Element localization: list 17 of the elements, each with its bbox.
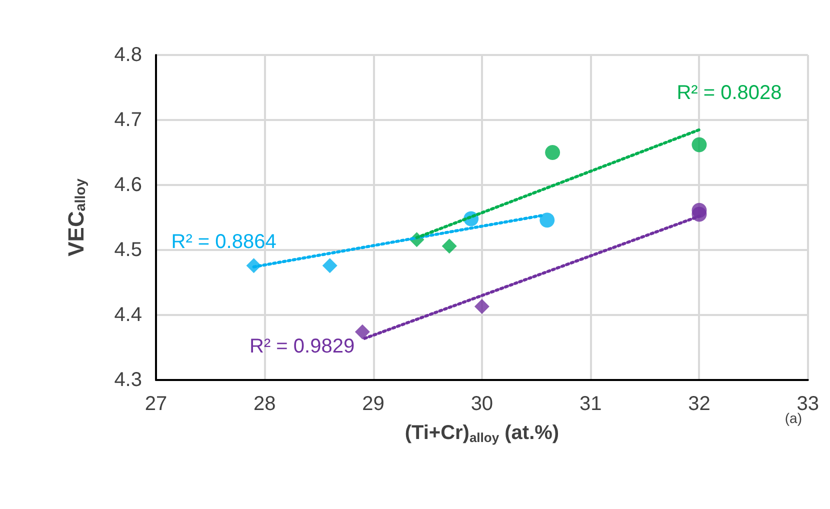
- x-tick-label: 30: [470, 393, 494, 415]
- y-tick-label: 4.5: [114, 239, 142, 261]
- series-label: R² = 0.8028: [676, 82, 782, 104]
- text: (a): [784, 410, 802, 426]
- x-tick-label: 27: [144, 393, 168, 415]
- y-tick-label: 4.8: [114, 44, 142, 66]
- x-tick-label: 28: [254, 393, 276, 415]
- y-tick-label: 4.7: [114, 109, 142, 131]
- series-label: R² = 0.8864: [171, 230, 276, 253]
- x-tick-label: 29: [362, 393, 384, 415]
- y-tick-label: 4.3: [114, 369, 142, 391]
- y-tick-label: 4.4: [114, 304, 142, 326]
- y-axis-title: VECalloy: [64, 178, 89, 256]
- x-tick-label: 32: [688, 393, 710, 415]
- series-label: R² = 0.9829: [250, 335, 355, 358]
- x-tick-label: 31: [579, 393, 602, 415]
- y-tick-label: 4.6: [114, 174, 142, 196]
